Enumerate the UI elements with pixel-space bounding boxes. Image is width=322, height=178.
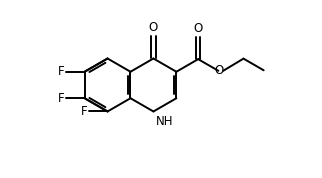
Text: O: O	[149, 21, 158, 34]
Text: F: F	[58, 92, 64, 105]
Text: F: F	[81, 105, 87, 118]
Text: F: F	[58, 65, 64, 78]
Text: O: O	[214, 64, 224, 77]
Text: O: O	[194, 22, 203, 35]
Text: NH: NH	[156, 115, 173, 128]
